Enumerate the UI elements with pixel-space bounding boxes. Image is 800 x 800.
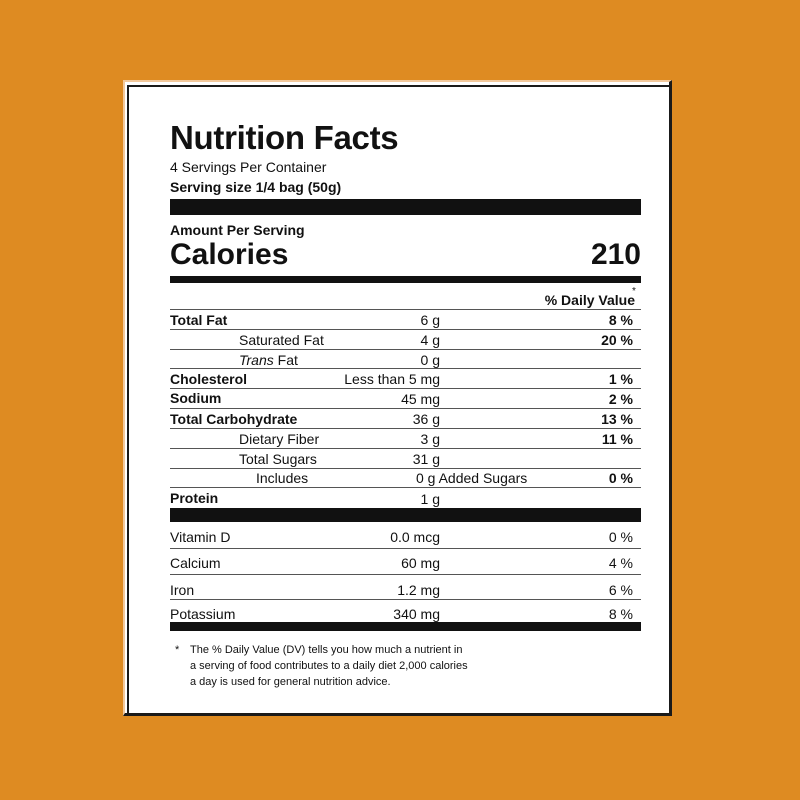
footnote-asterisk: *	[175, 644, 180, 656]
nutrient-dv: 8 %	[608, 312, 633, 328]
vitamin-row-iron: Iron 1.2 mg 6 %	[170, 575, 641, 600]
thick-divider-vitamins	[170, 508, 641, 522]
thick-divider-top	[170, 199, 641, 215]
amount-per-serving: Amount Per Serving	[170, 222, 305, 238]
nutrient-amount: 0 g Added Sugars	[416, 470, 528, 486]
nutrient-name: Saturated Fat	[239, 332, 324, 348]
daily-value-header: % Daily Value	[544, 292, 635, 308]
nutrient-row-added-sugars: Includes 0 g Added Sugars 0 %	[170, 469, 641, 488]
nutrient-dv: 13 %	[601, 411, 633, 427]
nutrient-name: Cholesterol	[170, 371, 248, 387]
nutrient-row-trans-fat: Trans Fat 0 g	[170, 350, 641, 369]
nutrient-row-cholesterol: Cholesterol Less than 5 mg 1 %	[170, 369, 641, 389]
servings-per-container: 4 Servings Per Container	[170, 159, 327, 175]
nutrient-row-sodium: Sodium 45 mg 2 %	[170, 389, 641, 409]
thick-divider-bottom	[170, 622, 641, 631]
vitamin-name: Potassium	[170, 606, 236, 622]
nutrient-row-total-carbohydrate: Total Carbohydrate 36 g 13 %	[170, 409, 641, 429]
vitamin-name: Calcium	[170, 555, 221, 571]
footnote-line-2: a serving of food contributes to a daily…	[190, 660, 468, 672]
nutrient-amount: 3 g	[420, 431, 440, 447]
nutrient-name: Protein	[170, 490, 219, 506]
nutrient-dv: 11 %	[601, 431, 633, 447]
nutrient-amount: 0 g	[420, 352, 440, 368]
nutrient-amount: 4 g	[420, 332, 440, 348]
nutrient-dv: 0 %	[608, 470, 633, 486]
vitamin-dv: 6 %	[608, 582, 633, 598]
vitamin-name: Iron	[170, 582, 195, 598]
nutrient-amount: 1 g	[420, 491, 440, 507]
label-title: Nutrition Facts	[170, 119, 399, 156]
vitamin-dv: 8 %	[608, 606, 633, 622]
nutrient-dv: 20 %	[601, 332, 633, 348]
nutrient-row-protein: Protein 1 g	[170, 488, 641, 510]
calories-value: 210	[590, 238, 641, 271]
nutrient-name: Trans Fat	[239, 352, 298, 368]
vitamin-name: Vitamin D	[170, 529, 231, 545]
nutrient-name: Total Fat	[170, 312, 228, 328]
daily-value-asterisk: *	[632, 286, 636, 297]
vitamin-amount: 60 mg	[401, 555, 440, 571]
serving-size: Serving size 1/4 bag (50g)	[170, 179, 342, 195]
thick-divider-calories	[170, 276, 641, 283]
nutrient-name: Sodium	[170, 390, 222, 406]
vitamin-amount: 340 mg	[393, 606, 440, 622]
vitamin-row-vitamin-d: Vitamin D 0.0 mcg 0 %	[170, 522, 641, 549]
calories-label: Calories	[170, 238, 289, 271]
vitamin-amount: 1.2 mg	[397, 582, 440, 598]
footnote-line-1: The % Daily Value (DV) tells you how muc…	[190, 644, 463, 656]
vitamin-row-calcium: Calcium 60 mg 4 %	[170, 549, 641, 575]
vitamin-row-potassium: Potassium 340 mg 8 %	[170, 600, 641, 622]
vitamin-dv: 4 %	[608, 555, 633, 571]
nutrient-amount: 6 g	[420, 312, 440, 328]
vitamin-amount: 0.0 mcg	[390, 529, 440, 545]
nutrient-name: Dietary Fiber	[239, 431, 320, 447]
nutrient-name-italic: Trans	[239, 352, 274, 368]
nutrient-amount: 36 g	[412, 411, 440, 427]
nutrient-name-rest: Fat	[273, 352, 298, 368]
nutrient-row-total-fat: Total Fat 6 g 8 %	[170, 310, 641, 330]
nutrition-facts-label: Nutrition Facts 4 Servings Per Container…	[123, 80, 672, 716]
nutrient-dv: 2 %	[608, 391, 633, 407]
nutrient-amount: Less than 5 mg	[344, 371, 440, 387]
divider-line	[170, 309, 641, 310]
vitamin-dv: 0 %	[608, 529, 633, 545]
nutrient-amount: 45 mg	[401, 391, 440, 407]
nutrient-row-saturated-fat: Saturated Fat 4 g 20 %	[170, 330, 641, 350]
nutrient-row-total-sugars: Total Sugars 31 g	[170, 449, 641, 469]
nutrient-name: Includes	[256, 470, 309, 486]
nutrient-row-dietary-fiber: Dietary Fiber 3 g 11 %	[170, 429, 641, 449]
nutrient-name: Total Carbohydrate	[170, 411, 298, 427]
nutrient-name: Total Sugars	[239, 451, 317, 467]
footnote-line-3: a day is used for general nutrition advi…	[190, 676, 391, 688]
label-frame: Nutrition Facts 4 Servings Per Container…	[127, 85, 669, 713]
nutrient-amount: 31 g	[412, 451, 440, 467]
nutrient-dv: 1 %	[608, 371, 633, 387]
